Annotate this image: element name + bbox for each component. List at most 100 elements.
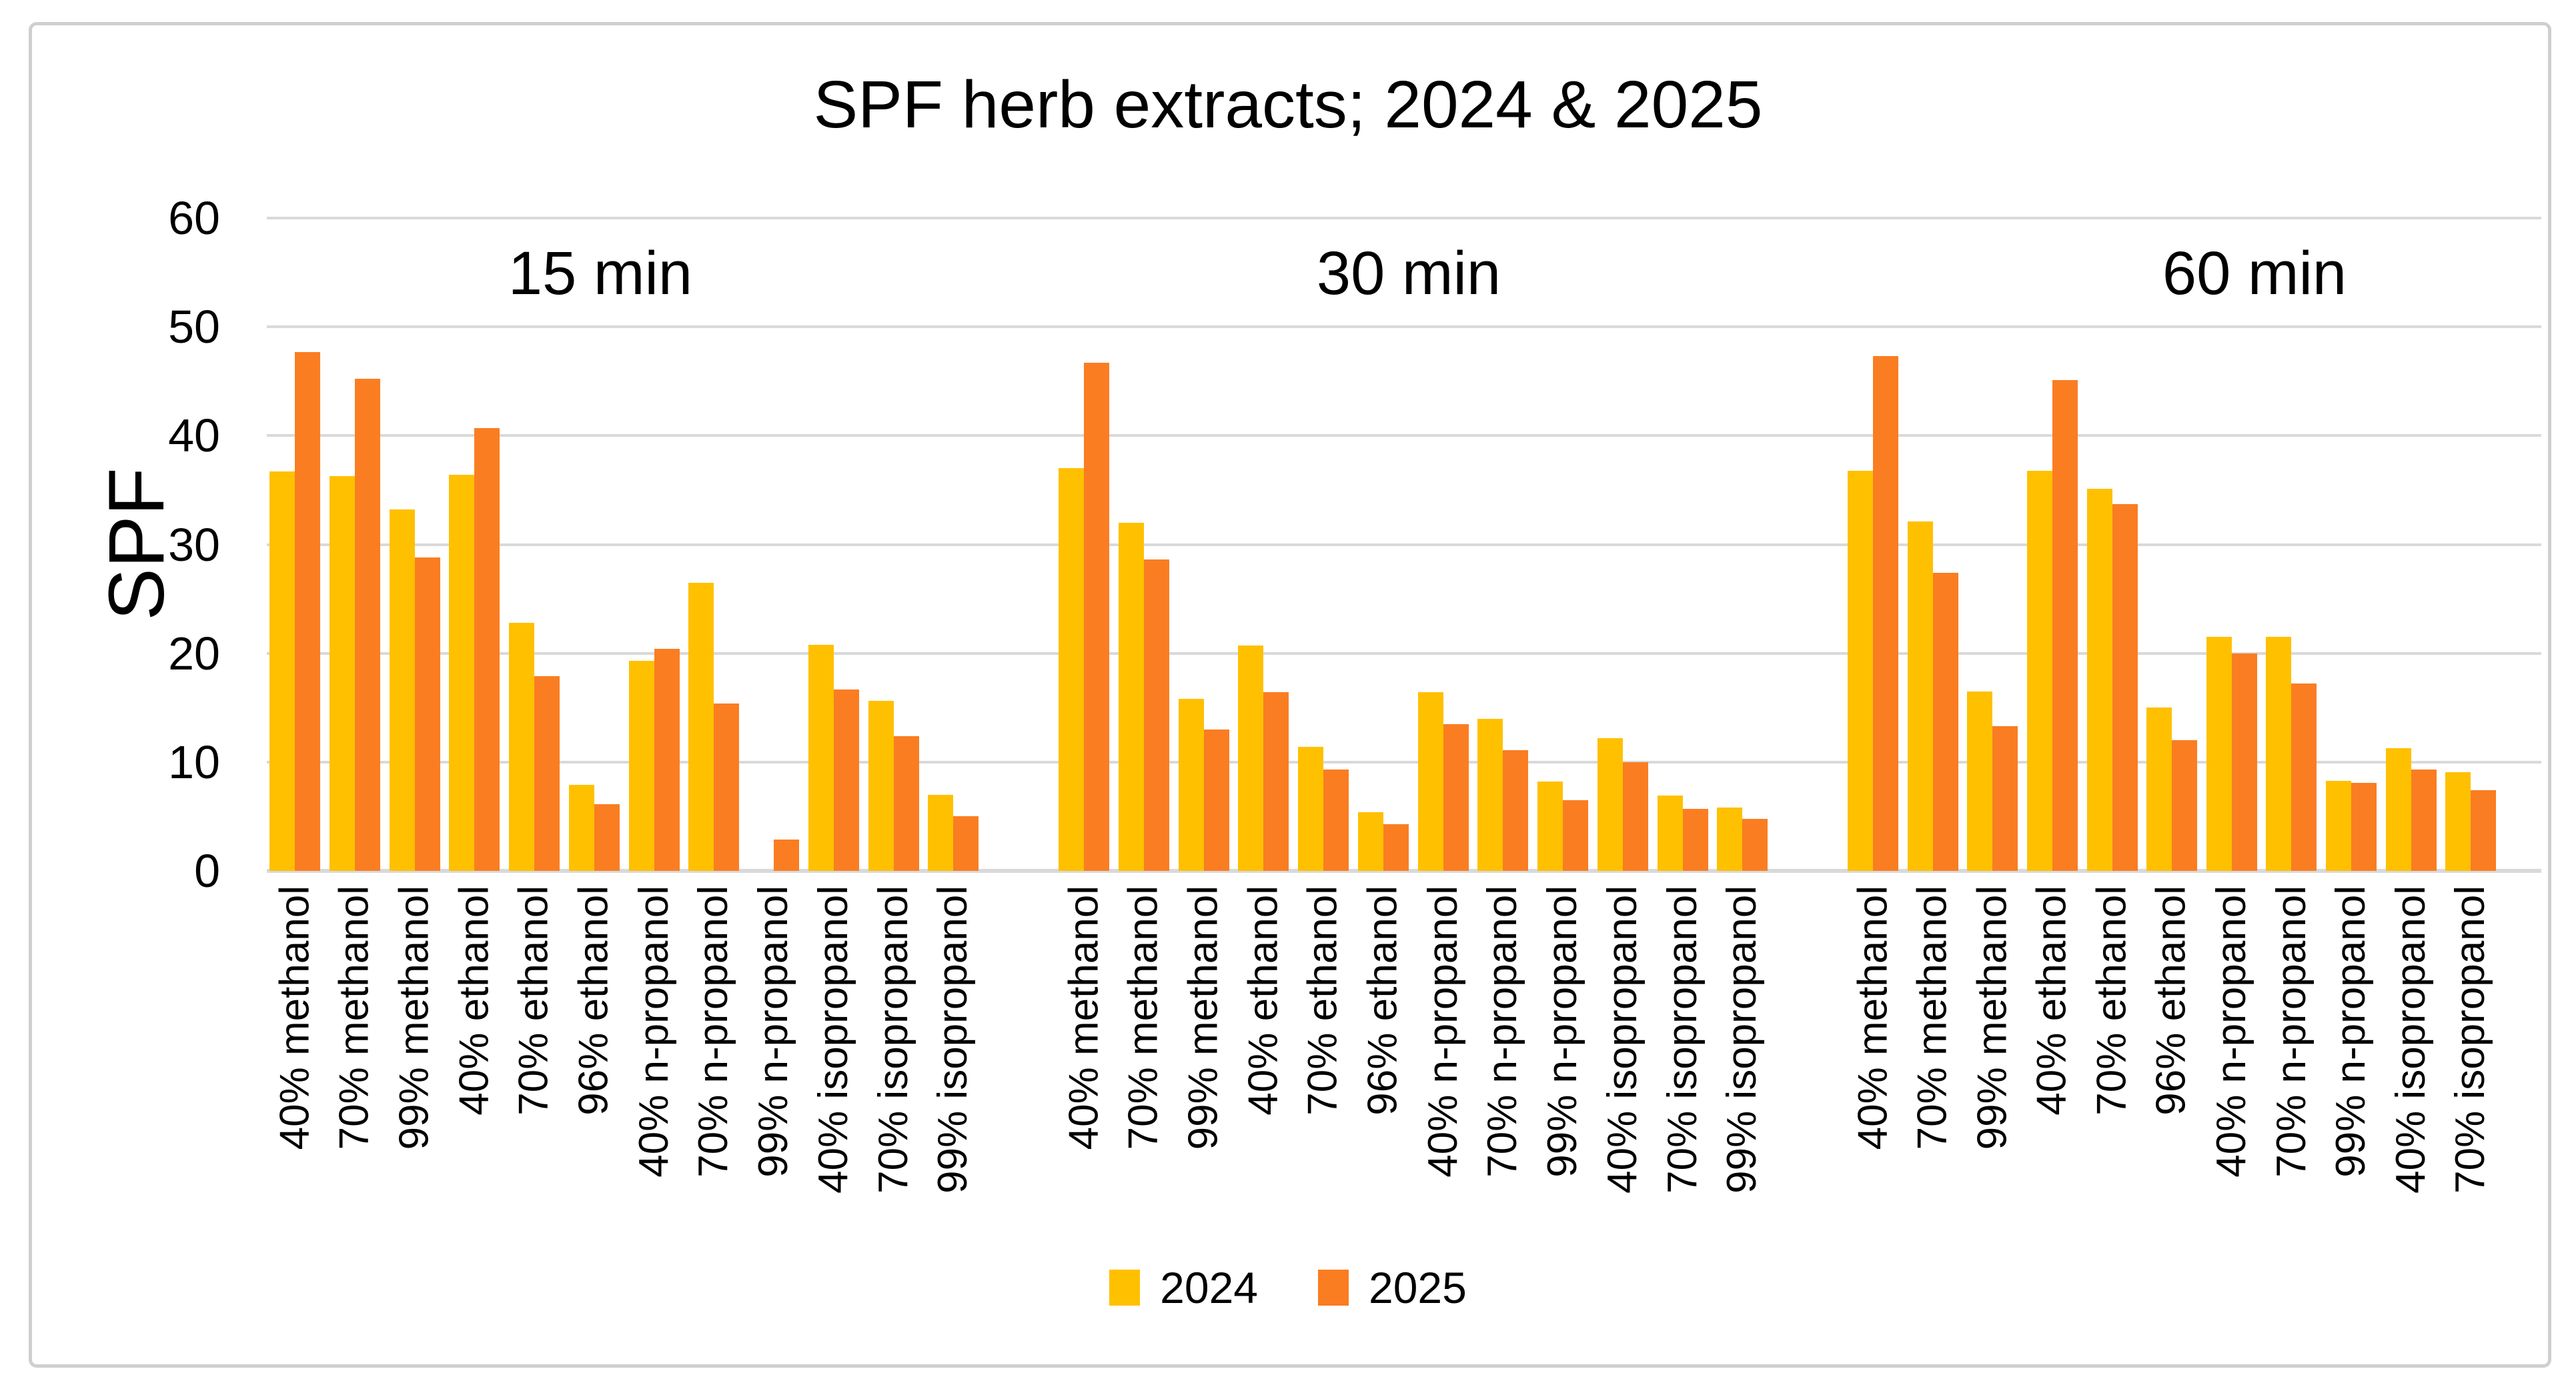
y-tick-label-30: 30 [168, 518, 220, 571]
bar-2024 [808, 644, 834, 871]
x-label-40-isopropanol: 40% isopropanol [2387, 886, 2434, 1194]
x-label-70-ethanol: 70% ethanol [511, 886, 557, 1116]
x-label-40-isopropanol: 40% isopropanol [1599, 886, 1646, 1194]
bar-2025 [1204, 729, 1229, 871]
x-axis-line [267, 869, 2541, 873]
bar-2024 [330, 475, 355, 871]
bar-2025 [1683, 808, 1708, 871]
chart-title: SPF herb extracts; 2024 & 2025 [813, 67, 1763, 142]
bar-2025 [1263, 692, 1289, 871]
x-label-70-ethanol: 70% ethanol [2088, 886, 2135, 1116]
bar-2025 [1742, 818, 1768, 871]
bar-2025 [2232, 653, 2257, 871]
bar-2024 [269, 471, 295, 871]
x-label-70-isopropanol: 70% isopropanol [1659, 886, 1706, 1194]
bar-2025 [834, 689, 859, 871]
bar-2025 [2291, 683, 2317, 871]
bar-2024 [509, 622, 534, 871]
bar-2025 [2471, 790, 2496, 871]
bar-2025 [774, 839, 799, 871]
gridline-40 [267, 434, 2541, 437]
x-label-40-ethanol: 40% ethanol [2028, 886, 2075, 1116]
gridline-10 [267, 760, 2541, 764]
gridline-20 [267, 651, 2541, 655]
bar-2024 [2266, 637, 2291, 871]
group-header-30-min: 30 min [1316, 239, 1501, 307]
bar-2025 [654, 649, 680, 871]
bar-2025 [1623, 762, 1648, 871]
bar-2024 [1119, 522, 1144, 871]
x-label-40-methanol: 40% methanol [1850, 886, 1896, 1150]
bar-2025 [1503, 750, 1528, 871]
bar-2025 [1383, 824, 1409, 871]
bar-2024 [1717, 808, 1742, 871]
x-label-99-n-propanol: 99% n-propanol [1539, 886, 1585, 1178]
bar-2024 [2206, 637, 2232, 871]
x-label-70-n-propanol: 70% n-propanol [690, 886, 737, 1178]
x-label-96-ethanol: 96% ethanol [570, 886, 617, 1116]
bar-2025 [1873, 356, 1898, 871]
bar-2025 [2411, 770, 2437, 871]
bar-2025 [2112, 504, 2138, 871]
bar-2024 [1298, 746, 1323, 871]
gridline-60 [267, 217, 2541, 219]
bar-2024 [2146, 708, 2172, 871]
legend-item-2025: 2025 [1318, 1262, 1467, 1313]
bar-2025 [1144, 559, 1169, 871]
x-label-40-isopropanol: 40% isopropanol [810, 886, 856, 1194]
bar-2025 [355, 379, 380, 871]
bar-2024 [2326, 780, 2351, 871]
y-tick-label-20: 20 [168, 627, 220, 679]
x-label-70-isopropanol: 70% isopropanol [870, 886, 916, 1194]
x-label-96-ethanol: 96% ethanol [2148, 886, 2195, 1116]
legend: 2024 2025 [0, 1262, 2576, 1313]
bar-2024 [1477, 718, 1503, 871]
bar-2024 [868, 701, 894, 871]
bar-2025 [714, 703, 739, 871]
x-label-99-methanol: 99% methanol [391, 886, 438, 1150]
bar-2025 [534, 675, 560, 871]
bar-2025 [953, 816, 979, 871]
bar-2024 [1848, 470, 1873, 871]
bar-2024 [1238, 645, 1263, 871]
bar-2025 [295, 351, 320, 871]
bar-2024 [1358, 812, 1383, 871]
x-label-40-methanol: 40% methanol [1061, 886, 1107, 1150]
bar-2024 [2087, 489, 2112, 871]
bar-2025 [1443, 724, 1469, 871]
x-label-40-n-propanol: 40% n-propanol [630, 886, 677, 1178]
bar-2024 [1059, 468, 1084, 871]
bar-2024 [1967, 691, 1992, 871]
x-label-99-methanol: 99% methanol [1180, 886, 1227, 1150]
legend-label-2024: 2024 [1160, 1263, 1258, 1312]
bar-2025 [594, 804, 620, 871]
bar-2024 [1658, 796, 1683, 871]
y-tick-label-40: 40 [168, 409, 220, 462]
legend-swatch-2024 [1109, 1270, 1141, 1306]
x-label-70-methanol: 70% methanol [1909, 886, 1956, 1150]
x-label-70-n-propanol: 70% n-propanol [1479, 886, 1526, 1178]
bar-2024 [1597, 738, 1623, 871]
x-label-99-n-propanol: 99% n-propanol [2328, 886, 2375, 1178]
x-label-40-methanol: 40% methanol [271, 886, 317, 1150]
x-label-70-n-propanol: 70% n-propanol [2268, 886, 2315, 1178]
bar-2025 [474, 427, 500, 871]
x-label-96-ethanol: 96% ethanol [1359, 886, 1406, 1116]
bar-2025 [1933, 572, 1958, 871]
bar-2025 [1084, 363, 1109, 871]
group-header-15-min: 15 min [508, 239, 693, 307]
x-label-70-methanol: 70% methanol [1120, 886, 1167, 1150]
x-label-99-isopropanol: 99% isopropanol [1719, 886, 1766, 1194]
y-tick-label-10: 10 [168, 736, 220, 788]
bar-2024 [449, 475, 474, 871]
x-label-40-ethanol: 40% ethanol [451, 886, 498, 1116]
bar-2024 [688, 582, 714, 871]
x-label-70-isopropanol: 70% isopropanol [2447, 886, 2494, 1194]
x-label-70-ethanol: 70% ethanol [1300, 886, 1346, 1116]
bar-2025 [2172, 740, 2197, 871]
legend-swatch-2025 [1318, 1270, 1349, 1306]
legend-item-2024: 2024 [1109, 1262, 1258, 1313]
legend-label-2025: 2025 [1369, 1263, 1467, 1312]
x-label-99-methanol: 99% methanol [1969, 886, 2016, 1150]
